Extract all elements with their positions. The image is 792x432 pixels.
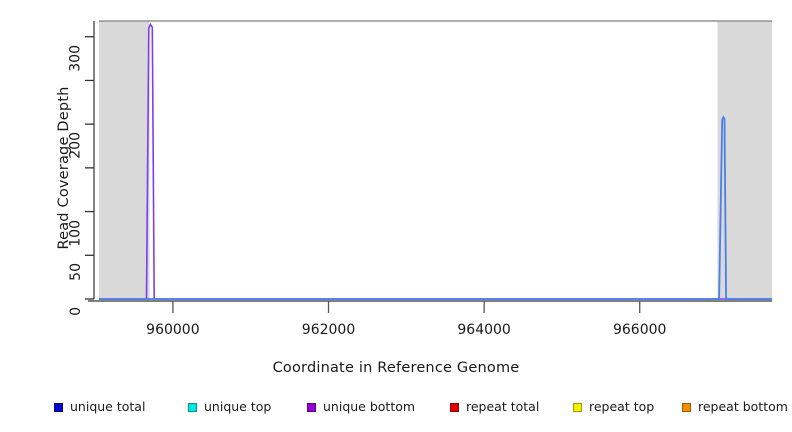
legend-item-repeat-top[interactable]: repeat top xyxy=(573,398,654,416)
legend-swatch-repeat-bottom xyxy=(682,402,691,412)
legend-swatch-repeat-top xyxy=(573,402,582,412)
legend-item-repeat-bottom[interactable]: repeat bottom xyxy=(682,398,788,416)
legend-item-unique-top[interactable]: unique top xyxy=(188,398,271,416)
legend-swatch-repeat-total xyxy=(450,402,459,412)
legend-label-repeat-top: repeat top xyxy=(589,398,655,414)
x-tick-label-964000: 964000 xyxy=(457,322,511,338)
trace-unique-top xyxy=(99,115,772,300)
legend: unique total unique top unique bottom re… xyxy=(0,398,792,420)
legend-item-unique-total[interactable]: unique total xyxy=(54,398,145,416)
legend-swatch-unique-top xyxy=(188,402,197,412)
x-tick-label-960000: 960000 xyxy=(146,322,200,338)
legend-item-repeat-total[interactable]: repeat total xyxy=(450,398,539,416)
x-axis-title: Coordinate in Reference Genome xyxy=(272,360,520,376)
legend-label-unique-total: unique total xyxy=(70,398,146,414)
legend-label-unique-bottom: unique bottom xyxy=(323,398,416,414)
trace-unique-bottom xyxy=(99,22,772,300)
y-axis-ticks xyxy=(85,36,94,300)
legend-label-repeat-bottom: repeat bottom xyxy=(698,398,788,414)
legend-item-unique-bottom[interactable]: unique bottom xyxy=(307,398,415,416)
legend-label-repeat-total: repeat total xyxy=(466,398,540,414)
legend-swatch-unique-bottom xyxy=(307,402,316,412)
x-tick-label-962000: 962000 xyxy=(301,322,356,338)
legend-swatch-unique-total xyxy=(54,402,63,412)
shaded-region-left xyxy=(99,21,150,299)
x-axis-ticks xyxy=(172,301,641,313)
x-tick-label-966000: 966000 xyxy=(612,322,667,338)
legend-label-unique-top: unique top xyxy=(204,398,272,414)
